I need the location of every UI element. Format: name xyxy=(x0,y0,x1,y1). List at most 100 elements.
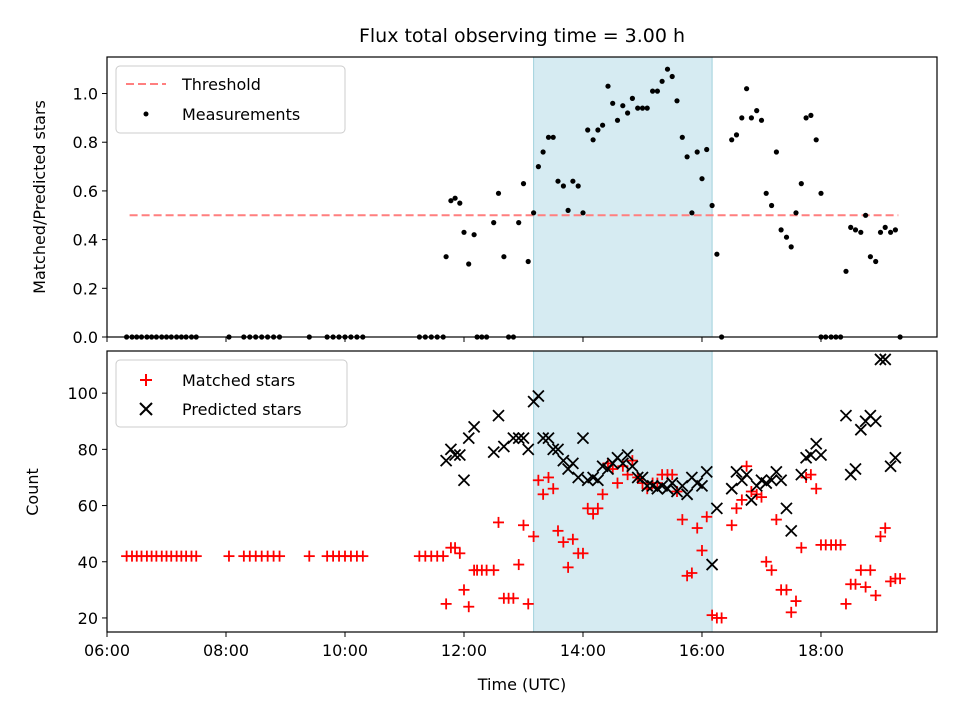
predicted-star-point xyxy=(785,524,798,537)
top-y-ticks: 0.0 0.2 0.4 0.6 0.8 1.0 xyxy=(73,85,107,347)
matched-star-point xyxy=(532,474,544,486)
predicted-star-point xyxy=(522,443,535,456)
predicted-star-point xyxy=(770,465,783,478)
predicted-star-point xyxy=(547,443,560,456)
matched-star-point xyxy=(542,471,554,483)
top-y-tick-label: 1.0 xyxy=(73,85,98,104)
x-tick-label: 16:00 xyxy=(679,641,725,660)
measurement-point xyxy=(654,88,661,94)
predicted-star-point xyxy=(576,431,590,445)
top-y-axis-label: Matched/Predicted stars xyxy=(30,100,49,294)
matched-star-point xyxy=(611,477,623,489)
measurement-points xyxy=(124,66,903,340)
matched-star-point xyxy=(547,483,559,495)
predicted-star-point xyxy=(814,448,828,462)
matched-star-point xyxy=(795,542,807,554)
predicted-star-point xyxy=(532,389,545,403)
bottom-y-ticks: 20 40 60 80 100 xyxy=(67,384,107,628)
matched-star-point xyxy=(454,547,466,559)
matched-star-point xyxy=(582,502,594,514)
bottom-y-tick-label: 40 xyxy=(78,553,98,572)
measurement-point xyxy=(882,224,888,230)
x-tick-label: 18:00 xyxy=(798,641,844,660)
predicted-star-point xyxy=(710,502,723,515)
matched-star-point xyxy=(760,556,772,568)
measurement-point xyxy=(555,178,561,184)
top-legend-box xyxy=(115,65,346,134)
measurement-point xyxy=(867,254,874,260)
matched-star-point xyxy=(676,514,688,526)
measurement-point xyxy=(877,229,884,235)
predicted-star-point xyxy=(542,431,555,445)
measurement-point xyxy=(590,137,596,143)
measurement-point xyxy=(892,227,899,233)
measurement-point xyxy=(535,164,542,170)
measurement-point xyxy=(600,122,606,128)
predicted-star-point xyxy=(551,443,565,456)
matched-star-point xyxy=(587,508,599,520)
predicted-star-point xyxy=(839,409,853,422)
measurement-point xyxy=(803,115,809,121)
matched-star-point xyxy=(840,598,852,610)
predicted-star-point xyxy=(849,462,862,476)
predicted-star-point xyxy=(448,448,462,462)
predicted-star-point xyxy=(884,460,897,473)
predicted-star-point xyxy=(879,353,892,366)
measurement-point xyxy=(550,134,556,140)
matched-star-point xyxy=(696,545,708,557)
predicted-star-point xyxy=(700,465,713,478)
measurement-point xyxy=(491,220,497,226)
measurement-point xyxy=(501,254,507,260)
measurement-point xyxy=(635,105,641,111)
top-y-tick-label: 0.0 xyxy=(73,328,98,347)
matched-star-point xyxy=(785,606,797,618)
matched-star-point xyxy=(849,578,861,590)
bottom-legend: Matched stars Predicted stars xyxy=(115,359,348,428)
measurement-point xyxy=(684,154,690,160)
measurement-point xyxy=(495,190,502,196)
x-tick-label: 06:00 xyxy=(84,641,130,660)
top-legend: Threshold Measurements xyxy=(115,65,346,134)
matched-star-point xyxy=(860,581,872,593)
measurement-point xyxy=(813,137,819,143)
matched-star-point xyxy=(492,516,504,528)
bottom-axes-frame xyxy=(106,350,938,633)
measurement-point xyxy=(709,202,715,209)
matched-star-point xyxy=(810,483,822,495)
top-observing-window xyxy=(533,56,713,338)
predicted-star-point xyxy=(557,454,570,467)
measurement-point xyxy=(452,195,458,201)
predicted-star-point xyxy=(492,409,505,422)
top-y-tick-label: 0.6 xyxy=(73,182,98,201)
matched-star-point xyxy=(449,542,461,554)
predicted-star-point xyxy=(517,431,530,445)
matched-star-point xyxy=(755,491,767,503)
predicted-star-point xyxy=(462,431,475,445)
bottom-legend-box xyxy=(115,359,348,428)
measurement-point xyxy=(525,258,531,265)
predicted-star-point xyxy=(467,420,481,434)
predicted-star-point xyxy=(730,465,743,478)
matched-star-point xyxy=(528,530,540,542)
predicted-star-point xyxy=(869,415,882,428)
predicted-star-point xyxy=(440,454,453,467)
matched-star-point xyxy=(864,564,876,576)
matched-star-point xyxy=(274,550,286,562)
legend-threshold-label: Threshold xyxy=(181,75,261,94)
matched-star-point xyxy=(577,547,589,559)
matched-star-point xyxy=(223,550,235,562)
measurement-point xyxy=(808,112,814,118)
predicted-star-point xyxy=(874,353,887,366)
measurement-point xyxy=(852,227,859,233)
measurement-point xyxy=(560,183,567,189)
measurement-point xyxy=(733,132,740,138)
measurement-point xyxy=(639,105,646,111)
matched-star-point xyxy=(562,561,574,573)
top-panel: 0.0 0.2 0.4 0.6 0.8 1.0 Matched/Predicted sta… xyxy=(30,56,938,347)
matched-star-point xyxy=(870,589,882,601)
predicted-star-point xyxy=(680,488,694,501)
measurement-point xyxy=(674,98,680,104)
predicted-star-point xyxy=(616,457,629,470)
matched-star-point xyxy=(537,488,549,500)
